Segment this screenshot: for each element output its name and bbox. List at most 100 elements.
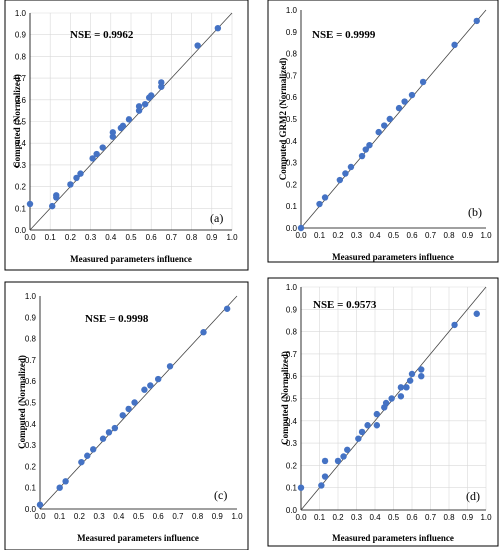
data-point <box>67 181 74 188</box>
x-tick-label: 0.9 <box>462 513 474 522</box>
y-tick-label: 0.4 <box>25 420 37 429</box>
data-point <box>148 92 155 99</box>
x-axis-label: Measured parameters influence <box>70 254 192 264</box>
data-point <box>89 446 97 453</box>
data-point <box>99 144 106 151</box>
data-point <box>147 382 154 389</box>
data-point <box>342 170 349 177</box>
data-point <box>166 363 174 370</box>
scatter-panel-c: 0.0 0.1 0.2 0.3 0.4 0.5 0.6 0.7 0.8 0.9 1.0 0.0 0.1 0… <box>4 281 249 550</box>
y-tick-label: 1.0 <box>15 9 27 18</box>
data-point <box>408 91 416 99</box>
data-point <box>141 386 148 393</box>
x-tick-label: 0.2 <box>332 513 344 522</box>
data-point <box>382 399 390 407</box>
x-tick-label: 0.6 <box>153 512 165 521</box>
y-tick-label: 0.2 <box>25 462 37 471</box>
data-point <box>358 428 366 436</box>
data-point <box>84 452 91 459</box>
y-tick-label: 0.1 <box>286 484 298 493</box>
data-point <box>334 457 342 465</box>
x-tick-label: 0.7 <box>166 233 178 242</box>
x-tick-label: 1.0 <box>480 513 492 522</box>
x-tick-label: 0.4 <box>369 231 381 240</box>
data-point <box>62 478 69 485</box>
data-point <box>358 152 366 160</box>
y-tick-label: 0.6 <box>286 93 298 102</box>
y-tick-label: 0.6 <box>25 377 37 386</box>
data-point <box>395 104 403 112</box>
x-tick-label: 0.9 <box>462 231 474 240</box>
x-tick-label: 0.8 <box>443 513 455 522</box>
data-point <box>141 100 149 108</box>
data-point <box>364 422 371 429</box>
scatter-panel-a: 0.0 0.1 0.2 0.3 0.4 0.5 0.6 0.7 0.8 0.9 1.0 0.0 0.1 0… <box>4 0 249 271</box>
data-point <box>451 41 458 49</box>
y-tick-label: 0.5 <box>286 115 298 124</box>
data-point <box>131 399 138 406</box>
x-tick-label: 0.5 <box>388 513 400 522</box>
data-point <box>408 370 416 378</box>
data-point <box>321 473 329 480</box>
x-tick-label: 1.0 <box>480 231 492 240</box>
x-tick-label: 1.0 <box>231 512 243 521</box>
x-tick-label: 0.5 <box>133 512 145 521</box>
data-point <box>297 224 305 232</box>
data-point <box>73 174 80 182</box>
data-point <box>56 484 63 491</box>
x-tick-label: 0.6 <box>406 231 418 240</box>
data-point <box>125 116 133 123</box>
y-tick-label: 0.2 <box>15 183 27 192</box>
data-point <box>77 170 84 177</box>
x-tick-label: 0.2 <box>65 233 77 242</box>
data-point <box>418 373 425 380</box>
data-point <box>347 163 355 171</box>
y-tick-label: 0.5 <box>25 399 37 408</box>
x-tick-label: 0.7 <box>425 231 437 240</box>
y-tick-label: 0.5 <box>286 395 298 404</box>
data-point <box>419 78 427 86</box>
data-point <box>473 17 480 25</box>
data-point <box>386 115 393 123</box>
panel-label: (a) <box>210 211 223 225</box>
data-point <box>316 200 323 208</box>
data-point <box>214 24 222 32</box>
y-axis-label: Computed GRM2 (Normalized) <box>278 58 288 180</box>
data-point <box>397 384 405 391</box>
y-tick-label: 0.9 <box>15 31 27 40</box>
x-tick-label: 0.2 <box>74 512 86 521</box>
x-axis-label: Measured parameters influence <box>332 252 454 262</box>
x-tick-label: 0.1 <box>45 233 57 242</box>
data-point <box>388 395 395 402</box>
x-tick-label: 0.0 <box>24 233 36 242</box>
y-tick-label: 0.8 <box>286 50 298 59</box>
data-point <box>397 393 405 400</box>
x-tick-label: 1.0 <box>226 233 238 242</box>
y-tick-label: 0.6 <box>286 372 298 381</box>
y-tick-label: 0.3 <box>25 441 37 450</box>
data-point <box>105 429 113 436</box>
x-tick-label: 0.1 <box>54 512 66 521</box>
x-tick-label: 0.4 <box>113 512 125 521</box>
y-tick-label: 0.0 <box>25 505 37 514</box>
x-tick-label: 0.7 <box>172 512 184 521</box>
y-tick-label: 0.4 <box>286 137 298 146</box>
y-tick-label: 0.8 <box>15 52 27 61</box>
data-point <box>78 458 85 466</box>
data-point <box>194 42 201 49</box>
panel-border <box>4 0 249 271</box>
y-tick-label: 0.8 <box>286 328 298 337</box>
y-tick-label: 0.0 <box>286 224 298 233</box>
data-point <box>318 482 325 489</box>
panel-label: (d) <box>466 489 480 503</box>
scatter-panel-d: 0.0 0.1 0.2 0.3 0.4 0.5 0.6 0.7 0.8 0.9 1.0 0.0 0.1 0… <box>267 277 499 547</box>
x-tick-label: 0.0 <box>295 513 307 522</box>
data-point <box>36 501 44 508</box>
data-point <box>297 484 305 491</box>
x-tick-label: 0.1 <box>314 231 326 240</box>
panel-label: (c) <box>214 488 227 502</box>
data-point <box>111 424 119 432</box>
x-tick-label: 0.7 <box>425 513 437 522</box>
data-point <box>406 377 414 384</box>
